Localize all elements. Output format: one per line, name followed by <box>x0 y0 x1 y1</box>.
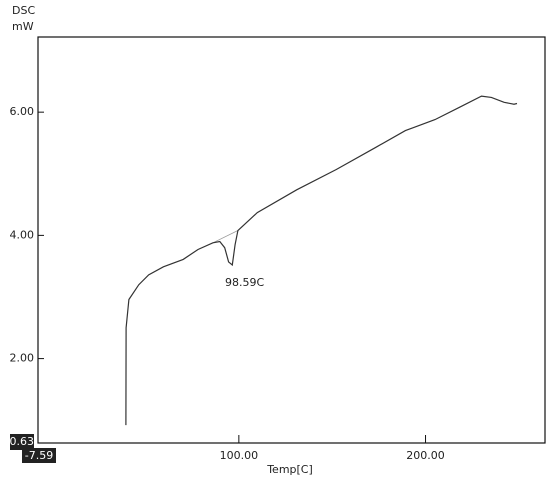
label-box <box>22 448 56 463</box>
baseline <box>212 230 239 244</box>
y-tick-label: 6.00 <box>10 105 35 118</box>
dsc-curve <box>125 95 518 426</box>
y-tick-label: 0.63 <box>10 435 35 448</box>
y-axis-title: DSC <box>12 4 35 17</box>
y-tick-label: 2.00 <box>10 352 35 365</box>
x-tick-label: -7.59 <box>25 449 53 462</box>
x-tick-label: 200.00 <box>406 449 445 462</box>
y-axis-unit: mW <box>12 20 34 33</box>
plot-frame <box>37 36 546 444</box>
x-axis-title: Temp[C] <box>266 463 313 476</box>
peak-annotation: 98.59C <box>225 276 264 289</box>
label-box <box>10 434 34 450</box>
x-tick-label: 100.00 <box>220 449 259 462</box>
y-tick-label: 4.00 <box>10 228 35 241</box>
